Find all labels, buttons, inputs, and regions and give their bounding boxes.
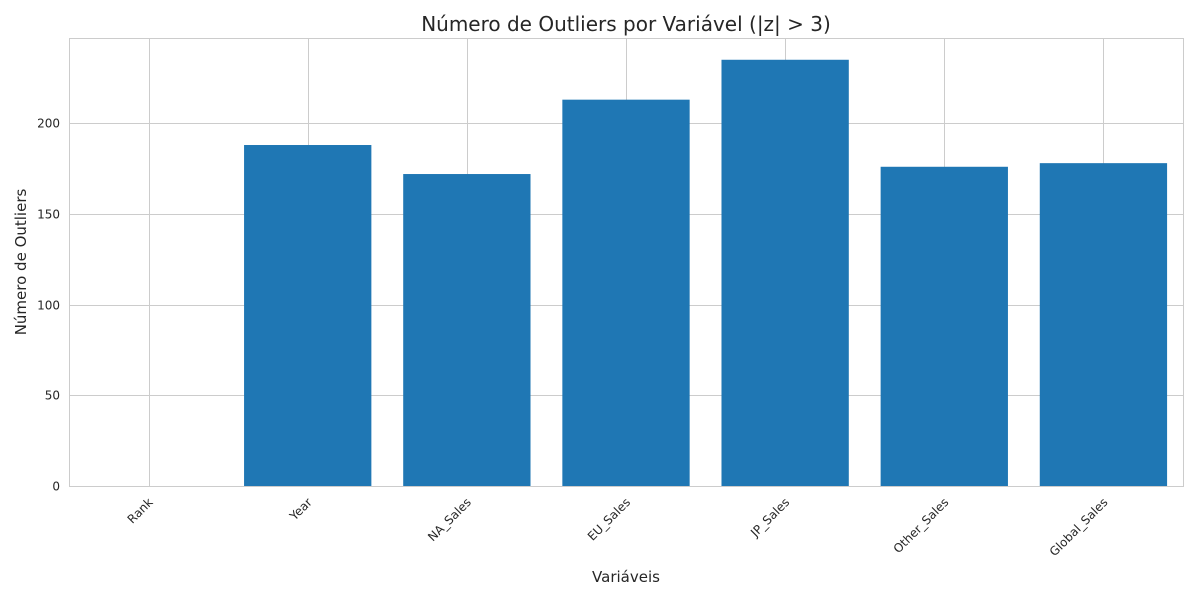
- x-axis-label: Variáveis: [592, 568, 660, 586]
- x-tick-labels: Rank Year NA_Sales EU_Sales JP_Sales Other_Sa…: [125, 495, 1111, 559]
- x-tick-label: Global_Sales: [1047, 495, 1111, 559]
- chart-title: Número de Outliers por Variável (|z| > 3…: [421, 12, 831, 36]
- bar-jp-sales: [721, 59, 849, 486]
- x-tick-label: EU_Sales: [585, 495, 633, 543]
- y-tick-labels: 0 50 100 150 200: [37, 117, 60, 494]
- bar-year: [244, 145, 372, 486]
- y-tick-label: 200: [37, 117, 60, 131]
- x-tick-label: JP_Sales: [747, 495, 792, 540]
- y-tick-label: 100: [37, 299, 60, 313]
- y-axis-label: Número de Outliers: [12, 189, 30, 336]
- bar-global-sales: [1039, 163, 1168, 487]
- x-tick-label: Rank: [125, 495, 156, 526]
- x-tick-label: Year: [286, 495, 315, 524]
- y-tick-label: 50: [45, 389, 60, 403]
- y-tick-label: 0: [52, 480, 60, 494]
- y-tick-label: 150: [37, 208, 60, 222]
- bars: [244, 59, 1168, 487]
- x-tick-label: NA_Sales: [425, 495, 474, 544]
- bar-na-sales: [403, 174, 531, 486]
- plot-frame: [69, 38, 1184, 487]
- x-tick-label: Other_Sales: [891, 495, 952, 556]
- bar-eu-sales: [562, 99, 690, 486]
- bar-other-sales: [880, 166, 1008, 486]
